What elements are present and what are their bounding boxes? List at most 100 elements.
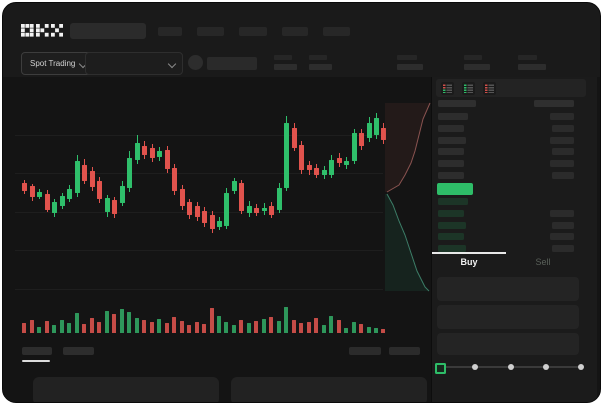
candle: [22, 183, 27, 191]
volume-bar: [367, 327, 371, 333]
candle: [292, 128, 297, 148]
volume-bar: [157, 319, 161, 333]
bottom-action-0[interactable]: [349, 347, 381, 355]
volume-bar: [22, 323, 26, 333]
volume-bar: [75, 313, 79, 333]
depth-chart: [385, 102, 431, 292]
ask-price-placeholder: [438, 172, 464, 179]
candle: [82, 165, 87, 181]
column-header-amount: [534, 100, 574, 107]
trading-pair-dropdown[interactable]: [85, 52, 183, 75]
last-price-badge[interactable]: [437, 183, 473, 195]
ask-row-2[interactable]: [432, 136, 597, 147]
bottom-action-1[interactable]: [389, 347, 420, 355]
bid-row-0[interactable]: [432, 198, 597, 208]
amount-percent-slider[interactable]: [435, 363, 584, 374]
trade-input-2[interactable]: [437, 333, 579, 355]
stat-value-placeholder: [518, 64, 546, 70]
depth-line: [386, 102, 431, 193]
volume-bar: [52, 325, 56, 333]
volume-bar: [97, 322, 101, 333]
trade-input-1[interactable]: [437, 305, 579, 329]
candle: [105, 198, 110, 212]
orderbook-toolbar: [436, 79, 586, 97]
stat-value-placeholder: [397, 64, 423, 70]
footer-panel-0[interactable]: [33, 377, 219, 402]
ask-size-placeholder: [550, 136, 574, 144]
tab-sell[interactable]: Sell: [535, 257, 551, 267]
candle: [269, 206, 274, 215]
candle: [210, 215, 215, 229]
candlestick-chart[interactable]: [15, 99, 431, 345]
bid-row-1[interactable]: [432, 209, 597, 220]
buy-submit-button[interactable]: [437, 379, 584, 399]
volume-bar: [232, 325, 236, 333]
ask-row-4[interactable]: [432, 160, 597, 170]
slider-stop-4[interactable]: [578, 364, 584, 370]
volume-bar: [224, 322, 228, 333]
candle: [180, 189, 185, 206]
slider-stop-3[interactable]: [542, 364, 549, 370]
candle: [314, 168, 319, 175]
ask-size-placeholder: [550, 113, 574, 120]
top-navigation-bar: [21, 22, 590, 40]
volume-bar: [217, 316, 221, 333]
trade-input-0[interactable]: [437, 277, 579, 301]
candle: [97, 181, 102, 199]
slider-stop-2[interactable]: [507, 364, 514, 370]
ticker-stat-3: [464, 55, 490, 70]
nav-item-3[interactable]: [282, 26, 308, 36]
candle: [329, 160, 334, 175]
gridline: [15, 289, 383, 290]
stat-label-placeholder: [309, 55, 327, 60]
nav-item-4[interactable]: [323, 26, 350, 36]
candle: [359, 133, 364, 146]
history-tab-0[interactable]: [22, 347, 52, 355]
stat-value-placeholder: [464, 64, 490, 70]
candle: [344, 161, 349, 165]
candle: [202, 211, 207, 223]
tab-buy[interactable]: Buy: [432, 252, 506, 270]
candle: [247, 206, 252, 213]
volume-bar: [135, 318, 139, 333]
volume-bar: [187, 325, 191, 333]
footer-panel-1[interactable]: [231, 377, 427, 402]
candle: [352, 133, 357, 161]
nav-item-0[interactable]: [158, 26, 182, 36]
book-view-asks-icon[interactable]: [483, 81, 496, 95]
candle: [60, 196, 65, 206]
bid-row-2[interactable]: [432, 221, 597, 232]
bid-row-4[interactable]: [432, 245, 597, 255]
slider-stop-1[interactable]: [472, 364, 479, 370]
ask-row-5[interactable]: [432, 172, 597, 182]
slider-stop-0[interactable]: [435, 363, 446, 374]
nav-item-1[interactable]: [197, 26, 224, 36]
volume-bar: [60, 320, 64, 333]
candle: [52, 202, 57, 213]
bid-row-3[interactable]: [432, 233, 597, 243]
ask-row-1[interactable]: [432, 124, 597, 135]
volume-bar: [337, 320, 341, 333]
history-tab-1[interactable]: [63, 347, 94, 355]
bid-size-placeholder: [550, 233, 574, 241]
nav-item-2[interactable]: [239, 26, 267, 36]
volume-bar: [284, 307, 288, 333]
candle: [165, 150, 170, 169]
stat-value-placeholder: [309, 64, 332, 70]
ask-row-3[interactable]: [432, 148, 597, 158]
ask-price-placeholder: [438, 113, 468, 120]
search-input[interactable]: [70, 23, 146, 39]
stat-label-placeholder: [518, 55, 537, 60]
book-view-bids-icon[interactable]: [462, 81, 475, 95]
ticker-stat-4: [518, 55, 546, 70]
ask-row-0[interactable]: [432, 113, 597, 123]
candle: [322, 170, 327, 175]
stat-label-placeholder: [274, 55, 292, 60]
candle: [127, 158, 132, 188]
pair-name-placeholder: [207, 57, 257, 70]
bid-price-placeholder: [438, 198, 468, 205]
volume-bar: [247, 323, 251, 333]
candle: [150, 148, 155, 158]
candle: [232, 181, 237, 191]
book-view-combined-icon[interactable]: [441, 81, 454, 95]
